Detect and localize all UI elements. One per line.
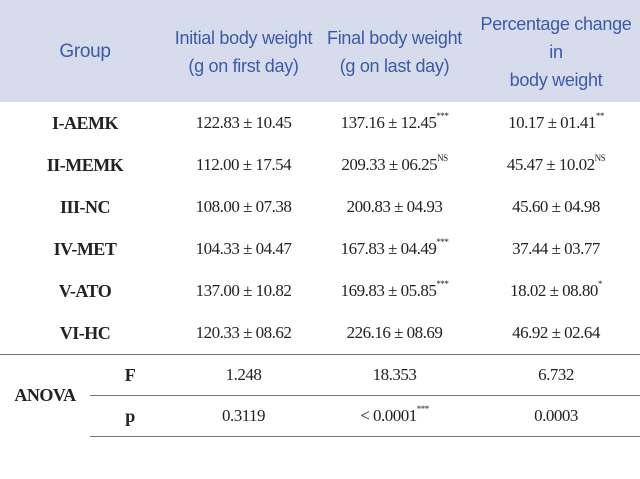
anova-p-final-value: < 0.0001 xyxy=(360,406,417,425)
anova-p-initial: 0.3119 xyxy=(170,395,317,437)
initial-weight-cell: 120.33 ± 08.62 xyxy=(195,323,292,342)
percentage-change-value: 46.92 ± 02.64 xyxy=(512,323,600,342)
initial-weight-cell: 122.83 ± 10.45 xyxy=(195,113,292,132)
final-weight-value: 226.16 ± 08.69 xyxy=(346,323,443,342)
percentage-change-value: 10.17 ± 01.41 xyxy=(508,113,596,132)
significance-mark: *** xyxy=(436,237,449,248)
table-row: IV-MET 104.33 ± 04.47 167.83 ± 04.49*** … xyxy=(0,228,640,270)
percentage-change-value: 37.44 ± 03.77 xyxy=(512,239,600,258)
percentage-change-cell: 45.60 ± 04.98 xyxy=(472,186,640,228)
significance-mark: NS xyxy=(594,153,606,164)
final-weight-value: 167.83 ± 04.49 xyxy=(340,239,437,258)
group-name: II-MEMK xyxy=(46,154,124,175)
table-row: III-NC 108.00 ± 07.38 200.83 ± 04.93 45.… xyxy=(0,186,640,228)
table-row: V-ATO 137.00 ± 10.82 169.83 ± 05.85*** 1… xyxy=(0,270,640,312)
anova-f-change: 6.732 xyxy=(472,354,640,396)
percentage-change-value: 18.02 ± 08.80 xyxy=(510,281,598,300)
table-row: I-AEMK 122.83 ± 10.45 137.16 ± 12.45*** … xyxy=(0,102,640,144)
final-weight-value: 209.33 ± 06.25 xyxy=(341,155,438,174)
significance-mark: * xyxy=(597,279,603,290)
final-weight-value: 200.83 ± 04.93 xyxy=(346,197,443,216)
table-row: II-MEMK 112.00 ± 17.54 209.33 ± 06.25NS … xyxy=(0,144,640,186)
anova-label-text: ANOVA xyxy=(14,385,76,406)
significance-mark: ** xyxy=(595,111,605,122)
final-weight-cell: 169.83 ± 05.85*** xyxy=(317,270,472,312)
percentage-change-cell: 37.44 ± 03.77 xyxy=(472,228,640,270)
final-weight-value: 169.83 ± 05.85 xyxy=(340,281,437,300)
initial-weight-header: Initial body weight (g on first day) xyxy=(170,0,317,102)
anova-f-row: ANOVA F 1.248 18.353 6.732 xyxy=(0,354,640,437)
significance-mark: NS xyxy=(437,153,448,164)
final-weight-cell: 167.83 ± 04.49*** xyxy=(317,228,472,270)
anova-f-initial: 1.248 xyxy=(170,354,317,396)
percentage-change-cell: 46.92 ± 02.64 xyxy=(472,312,640,355)
table-row: VI-HC 120.33 ± 08.62 226.16 ± 08.69 46.9… xyxy=(0,312,640,355)
anova-f-label: F xyxy=(90,354,170,396)
group-header: Group xyxy=(59,41,111,62)
initial-weight-cell: 104.33 ± 04.47 xyxy=(195,239,292,258)
final-weight-cell: 137.16 ± 12.45*** xyxy=(317,102,472,144)
group-name: VI-HC xyxy=(59,322,111,343)
final-weight-header: Final body weight (g on last day) xyxy=(317,0,472,102)
significance-mark: *** xyxy=(436,279,449,290)
final-weight-cell: 226.16 ± 08.69 xyxy=(317,312,472,355)
initial-weight-cell: 137.00 ± 10.82 xyxy=(195,281,292,300)
percentage-change-value: 45.60 ± 04.98 xyxy=(512,197,600,216)
anova-label: ANOVA xyxy=(0,354,90,437)
initial-weight-cell: 112.00 ± 17.54 xyxy=(195,155,292,174)
percentage-change-value: 45.47 ± 10.02 xyxy=(506,155,595,174)
anova-p-change: 0.0003 xyxy=(472,395,640,437)
group-name: I-AEMK xyxy=(52,112,119,133)
header-row: Group Initial body weight (g on first da… xyxy=(0,0,640,102)
body-weight-table: Group Initial body weight (g on first da… xyxy=(0,0,640,437)
anova-f-final: 18.353 xyxy=(317,354,472,396)
significance-mark: *** xyxy=(416,404,430,415)
percentage-change-header-line2: body weight xyxy=(509,70,603,90)
initial-weight-header-line2: (g on first day) xyxy=(188,56,299,76)
percentage-change-cell: 10.17 ± 01.41** xyxy=(472,102,640,144)
initial-weight-cell: 108.00 ± 07.38 xyxy=(195,197,292,216)
percentage-change-cell: 18.02 ± 08.80* xyxy=(472,270,640,312)
final-weight-value: 137.16 ± 12.45 xyxy=(340,113,437,132)
group-name: III-NC xyxy=(59,196,111,217)
anova-p-final: < 0.0001*** xyxy=(317,395,472,437)
final-weight-header-line1: Final body weight xyxy=(327,28,462,48)
percentage-change-cell: 45.47 ± 10.02NS xyxy=(472,144,640,186)
anova-p-row: p 0.3119 < 0.0001*** 0.0003 xyxy=(0,395,640,437)
initial-weight-header-line1: Initial body weight xyxy=(174,28,313,48)
group-name: V-ATO xyxy=(58,280,112,301)
anova-p-label: p xyxy=(90,395,170,437)
percentage-change-header-line1: Percentage change in xyxy=(480,14,632,62)
group-name: IV-MET xyxy=(53,238,117,259)
significance-mark: *** xyxy=(436,111,449,122)
final-weight-header-line2: (g on last day) xyxy=(339,56,450,76)
final-weight-cell: 209.33 ± 06.25NS xyxy=(317,144,472,186)
percentage-change-header: Percentage change in body weight xyxy=(472,0,640,102)
final-weight-cell: 200.83 ± 04.93 xyxy=(317,186,472,228)
